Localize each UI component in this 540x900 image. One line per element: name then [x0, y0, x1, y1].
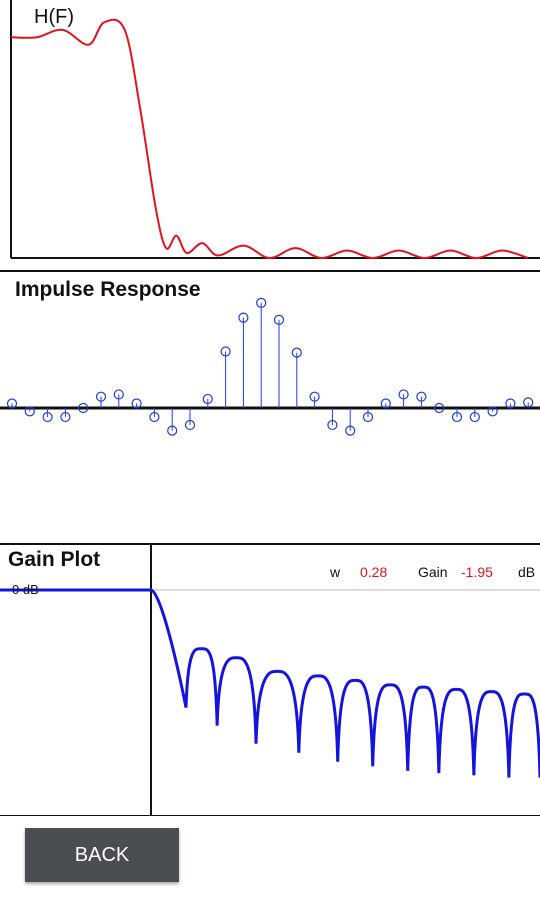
impulse-point [398, 389, 409, 400]
impulse-point [184, 419, 196, 431]
bottom-bar: BACK [0, 816, 540, 900]
impulse-point [291, 347, 302, 358]
zero-db-label: 0 dB [12, 582, 39, 597]
gain-unit: dB [518, 564, 536, 580]
gain-plot-chart [0, 544, 540, 816]
frequency-response-title: H(F) [34, 6, 74, 28]
panel-divider [0, 543, 540, 545]
impulse-point [309, 391, 320, 402]
w-label: w [330, 564, 341, 580]
impulse-point [131, 398, 142, 409]
impulse-point [202, 393, 213, 405]
impulse-point [505, 398, 516, 409]
panel-divider [0, 270, 540, 272]
impulse-point [220, 346, 231, 357]
impulse-point [487, 406, 498, 417]
gain-label: Gain [418, 564, 448, 580]
impulse-point [149, 411, 160, 423]
impulse-point [523, 397, 534, 408]
impulse-point [380, 398, 391, 409]
gain-plot-panel: Gain Plot 0 dB w 0.28 Gain -1.95 dB [0, 544, 540, 816]
impulse-response-title: Impulse Response [15, 278, 201, 301]
impulse-point [451, 411, 463, 423]
frequency-response-chart [10, 0, 540, 260]
impulse-point [167, 425, 178, 436]
gain-series-line [0, 588, 540, 778]
impulse-point [256, 297, 267, 309]
impulse-point [273, 314, 285, 325]
impulse-point [362, 411, 374, 423]
impulse-point [327, 419, 338, 431]
impulse-point [434, 402, 445, 414]
impulse-point [113, 389, 124, 400]
impulse-point [42, 411, 53, 423]
back-button[interactable]: BACK [25, 828, 179, 882]
w-value: 0.28 [360, 564, 388, 580]
impulse-point [78, 402, 89, 414]
frequency-response-panel: H(F) [0, 0, 540, 272]
impulse-point [469, 411, 480, 423]
gain-plot-title: Gain Plot [8, 548, 101, 571]
impulse-point [24, 406, 35, 417]
impulse-point [60, 411, 71, 423]
impulse-response-panel: Impulse Response [0, 272, 540, 544]
impulse-point [6, 398, 18, 409]
hf-series-line [10, 18, 529, 260]
impulse-point [416, 391, 427, 402]
gain-value: -1.95 [461, 564, 493, 580]
impulse-point [238, 312, 249, 323]
impulse-point [345, 425, 356, 436]
impulse-point [95, 391, 107, 402]
impulse-response-chart [0, 297, 540, 436]
